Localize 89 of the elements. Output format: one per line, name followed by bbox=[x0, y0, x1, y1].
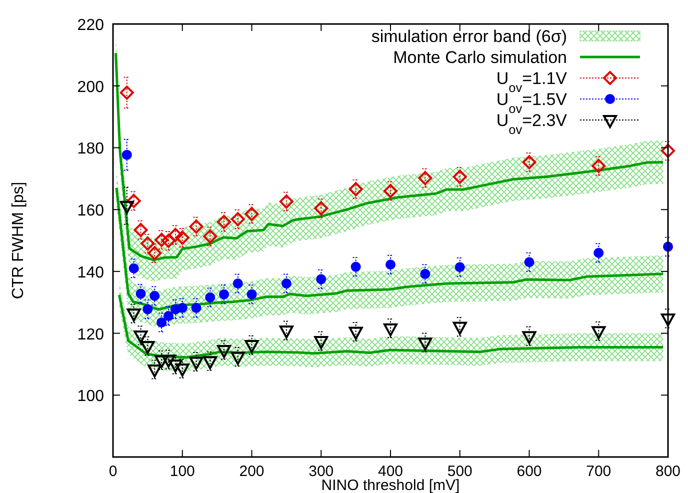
point bbox=[120, 200, 134, 214]
point bbox=[175, 230, 190, 245]
point bbox=[134, 330, 148, 344]
point bbox=[140, 340, 155, 354]
point bbox=[122, 150, 132, 160]
y-axis-title: CTR FWHM [ps] bbox=[10, 182, 27, 300]
point bbox=[452, 170, 467, 184]
point bbox=[348, 326, 363, 340]
y-tick-label: 140 bbox=[77, 264, 104, 282]
point bbox=[205, 292, 216, 302]
point bbox=[189, 356, 204, 370]
line-series bbox=[114, 52, 664, 262]
point bbox=[246, 289, 257, 300]
point bbox=[168, 360, 182, 373]
point bbox=[217, 214, 231, 229]
point bbox=[217, 344, 231, 358]
point bbox=[661, 144, 675, 158]
legend-label: Monte Carlo simulation bbox=[393, 48, 567, 67]
point bbox=[420, 268, 430, 279]
point bbox=[279, 194, 294, 209]
point bbox=[316, 274, 326, 284]
point bbox=[154, 232, 169, 247]
point bbox=[177, 302, 188, 313]
point bbox=[148, 246, 162, 260]
point bbox=[175, 364, 190, 377]
y-tick-label: 160 bbox=[77, 202, 104, 220]
point bbox=[136, 288, 146, 299]
point bbox=[314, 201, 328, 216]
point bbox=[134, 222, 148, 237]
point bbox=[156, 317, 167, 328]
x-tick-label: 800 bbox=[655, 463, 681, 480]
point bbox=[454, 262, 465, 272]
y-tick-label: 180 bbox=[77, 140, 104, 158]
point bbox=[203, 229, 218, 244]
y-tick-label: 100 bbox=[77, 388, 104, 406]
point bbox=[594, 248, 604, 258]
y-tick-label: 200 bbox=[77, 78, 104, 96]
point bbox=[384, 184, 398, 198]
point bbox=[230, 212, 245, 226]
point bbox=[120, 86, 134, 100]
legend-label: U$_{ov}$=1.1V bbox=[496, 69, 568, 94]
point bbox=[150, 290, 160, 301]
point bbox=[189, 220, 204, 234]
point bbox=[162, 354, 176, 368]
point bbox=[148, 364, 162, 378]
point bbox=[348, 182, 363, 196]
point bbox=[279, 326, 294, 338]
point bbox=[452, 322, 467, 335]
x-tick-label: 200 bbox=[239, 463, 264, 480]
point bbox=[191, 302, 202, 313]
point bbox=[168, 228, 182, 242]
point bbox=[219, 289, 229, 300]
point bbox=[350, 262, 361, 272]
point bbox=[314, 336, 328, 350]
point bbox=[140, 236, 155, 251]
point bbox=[661, 313, 675, 326]
point bbox=[128, 263, 139, 274]
point bbox=[203, 356, 218, 370]
point bbox=[232, 278, 243, 288]
x-tick-label: 0 bbox=[108, 463, 118, 480]
x-tick-label: 100 bbox=[170, 463, 195, 480]
x-axis-title: NINO threshold [mV] bbox=[321, 477, 460, 493]
point bbox=[592, 326, 606, 340]
point bbox=[386, 260, 396, 270]
point bbox=[126, 194, 141, 208]
point bbox=[281, 278, 292, 288]
point bbox=[418, 338, 432, 351]
x-tick-label: 600 bbox=[516, 463, 542, 480]
point bbox=[384, 323, 398, 336]
point bbox=[592, 158, 606, 173]
x-tick-label: 400 bbox=[378, 463, 404, 480]
point bbox=[126, 308, 141, 322]
y-tick-label: 120 bbox=[77, 326, 104, 344]
y-tick-label: 220 bbox=[77, 17, 104, 34]
x-tick-label: 700 bbox=[586, 463, 612, 480]
point bbox=[418, 171, 432, 186]
point bbox=[154, 355, 169, 368]
point bbox=[162, 234, 176, 248]
point bbox=[244, 340, 259, 354]
x-tick-label: 300 bbox=[308, 463, 334, 480]
point bbox=[230, 352, 245, 365]
point bbox=[524, 257, 534, 268]
point bbox=[522, 331, 536, 344]
point bbox=[142, 304, 153, 314]
x-tick-label: 500 bbox=[447, 463, 472, 480]
point bbox=[522, 155, 536, 170]
point bbox=[244, 206, 259, 221]
point bbox=[164, 310, 174, 321]
annotation: simulation error band (6σ) bbox=[371, 27, 567, 46]
